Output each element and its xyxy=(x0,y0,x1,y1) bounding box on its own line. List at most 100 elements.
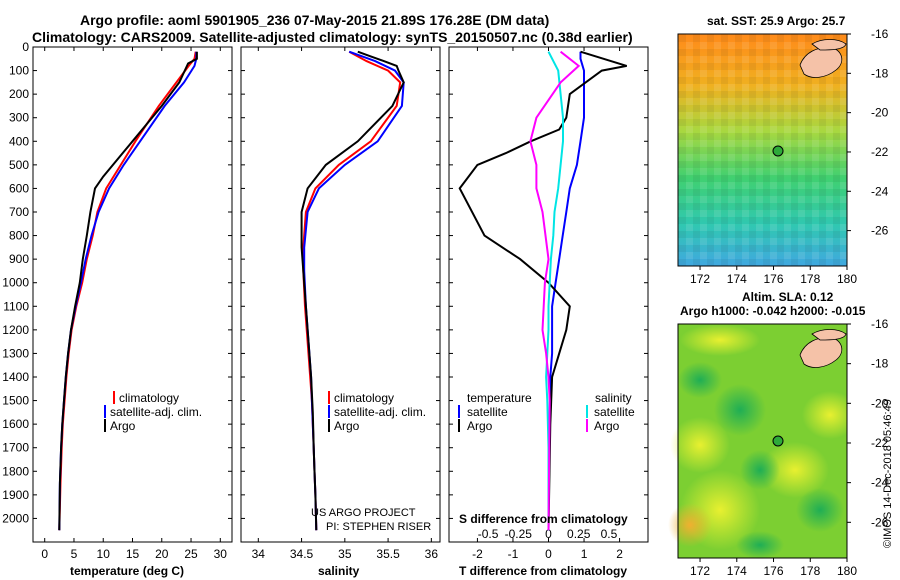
x-tick-label: 20 xyxy=(155,547,169,561)
x-tick-label: 25 xyxy=(184,547,198,561)
legend-swatch-s-argo xyxy=(586,419,588,432)
lat-tick-label: -20 xyxy=(871,106,889,120)
series-satellite-adj--clim- xyxy=(58,51,198,531)
lat-tick-label: -16 xyxy=(871,317,889,331)
depth-tick-label: 500 xyxy=(9,158,29,172)
legend-swatch-climatology xyxy=(113,391,115,404)
series-s-satellite xyxy=(545,51,564,531)
tdiff-xlabel: T difference from climatology xyxy=(459,564,627,578)
land-fiji xyxy=(799,47,843,78)
depth-tick-label: 1500 xyxy=(2,394,29,408)
depth-tick-label: 1600 xyxy=(2,417,29,431)
legend-argo: Argo xyxy=(334,419,360,433)
depth-tick-label: 1400 xyxy=(2,370,29,384)
lon-tick-label: 172 xyxy=(690,564,710,578)
s-tick-label: 0.5 xyxy=(601,527,618,541)
x-tick-label: -2 xyxy=(472,547,483,561)
lon-tick-label: 174 xyxy=(727,564,747,578)
sla-subtitle: Argo h1000: -0.042 h2000: -0.015 xyxy=(680,304,866,318)
timestamp-label: ©IMOS 14-Dec-2018 05:46:49 xyxy=(882,399,894,548)
lon-tick-label: 176 xyxy=(764,272,784,286)
x-tick-label: 15 xyxy=(126,547,140,561)
series-s-argo xyxy=(529,50,581,531)
lon-tick-label: 178 xyxy=(800,272,820,286)
depth-tick-label: 1800 xyxy=(2,464,29,478)
sla-map xyxy=(668,323,867,559)
lon-tick-label: 172 xyxy=(690,272,710,286)
legend-swatch-t-argo xyxy=(458,419,460,432)
legend-satellite: satellite-adj. clim. xyxy=(110,405,202,419)
depth-tick-label: 1300 xyxy=(2,346,29,360)
lat-tick-label: -24 xyxy=(871,476,889,490)
temperature-legend: climatology satellite-adj. clim. Argo xyxy=(104,391,202,433)
argo-marker xyxy=(772,435,784,447)
legend-swatch-argo xyxy=(328,419,330,432)
depth-tick-label: 900 xyxy=(9,252,29,266)
lat-tick-label: -20 xyxy=(871,396,889,410)
lat-tick-label: -22 xyxy=(871,145,889,159)
difference-legend: temperature satellite Argo salinity sate… xyxy=(458,391,635,433)
x-tick-label: -1 xyxy=(508,547,519,561)
sla-axes: 172 174 176 178 180 -16 -18 -20 -22 -24 -26 xyxy=(690,317,889,578)
lon-tick-label: 180 xyxy=(837,564,857,578)
depth-tick-label: 800 xyxy=(9,229,29,243)
salinity-plot: 34 34.5 35 35.5 36 xyxy=(252,47,438,561)
legend-t-satellite: satellite xyxy=(467,405,508,419)
x-tick-label: 0 xyxy=(545,547,552,561)
legend-swatch-argo xyxy=(104,419,106,432)
x-tick-label: 34.5 xyxy=(290,547,314,561)
legend-s-argo: Argo xyxy=(594,419,620,433)
depth-tick-label: 300 xyxy=(9,111,29,125)
salinity-xlabel: salinity xyxy=(318,564,360,578)
depth-tick-label: 1700 xyxy=(2,441,29,455)
lat-tick-label: -22 xyxy=(871,436,889,450)
x-tick-label: 2 xyxy=(616,547,623,561)
depth-tick-label: 600 xyxy=(9,181,29,195)
depth-tick-label: 1200 xyxy=(2,323,29,337)
depth-tick-label: 0 xyxy=(22,40,29,54)
salinity-panel xyxy=(240,46,441,543)
x-tick-label: 10 xyxy=(97,547,111,561)
x-tick-label: 30 xyxy=(214,547,228,561)
lat-tick-label: -26 xyxy=(871,515,889,529)
sla-title: Altim. SLA: 0.12 xyxy=(742,290,834,304)
x-tick-label: 35.5 xyxy=(376,547,400,561)
temperature-panel xyxy=(32,46,233,543)
depth-tick-label: 2000 xyxy=(2,511,29,525)
sst-map xyxy=(677,33,867,267)
depth-tick-label: 400 xyxy=(9,134,29,148)
x-tick-label: 35 xyxy=(338,547,352,561)
legend-argo: Argo xyxy=(110,419,136,433)
land-vanua-levu xyxy=(811,329,847,341)
lon-tick-label: 174 xyxy=(727,272,747,286)
s-tick-label: -0.25 xyxy=(505,527,533,541)
lat-tick-label: -24 xyxy=(871,184,889,198)
x-tick-label: 1 xyxy=(581,547,588,561)
land-fiji xyxy=(799,337,843,368)
legend-swatch-t-satellite xyxy=(458,405,460,418)
s-tick-label: -0.5 xyxy=(478,527,499,541)
x-tick-label: 0 xyxy=(41,547,48,561)
series-t-argo xyxy=(458,50,627,531)
legend-salinity-title: salinity xyxy=(595,391,632,405)
legend-swatch-climatology xyxy=(328,391,330,404)
depth-tick-label: 700 xyxy=(9,205,29,219)
lon-tick-label: 178 xyxy=(800,564,820,578)
legend-climatology: climatology xyxy=(119,391,179,405)
depth-tick-label: 1000 xyxy=(2,276,29,290)
lat-tick-label: -26 xyxy=(871,224,889,238)
legend-satellite: satellite-adj. clim. xyxy=(334,405,426,419)
sdiff-label: S difference from climatology xyxy=(459,512,628,526)
temperature-xlabel: temperature (deg C) xyxy=(70,564,184,578)
lat-tick-label: -18 xyxy=(871,66,889,80)
legend-swatch-satellite xyxy=(328,405,330,418)
series-argo xyxy=(58,51,198,531)
legend-s-satellite: satellite xyxy=(594,405,635,419)
legend-climatology: climatology xyxy=(334,391,394,405)
depth-tick-label: 1900 xyxy=(2,488,29,502)
depth-tick-label: 1100 xyxy=(3,299,29,313)
sst-axes: 172 174 176 178 180 -16 -18 -20 -22 -24 -26 xyxy=(690,27,889,286)
legend-swatch-s-satellite xyxy=(586,405,588,418)
series-climatology xyxy=(302,50,402,531)
